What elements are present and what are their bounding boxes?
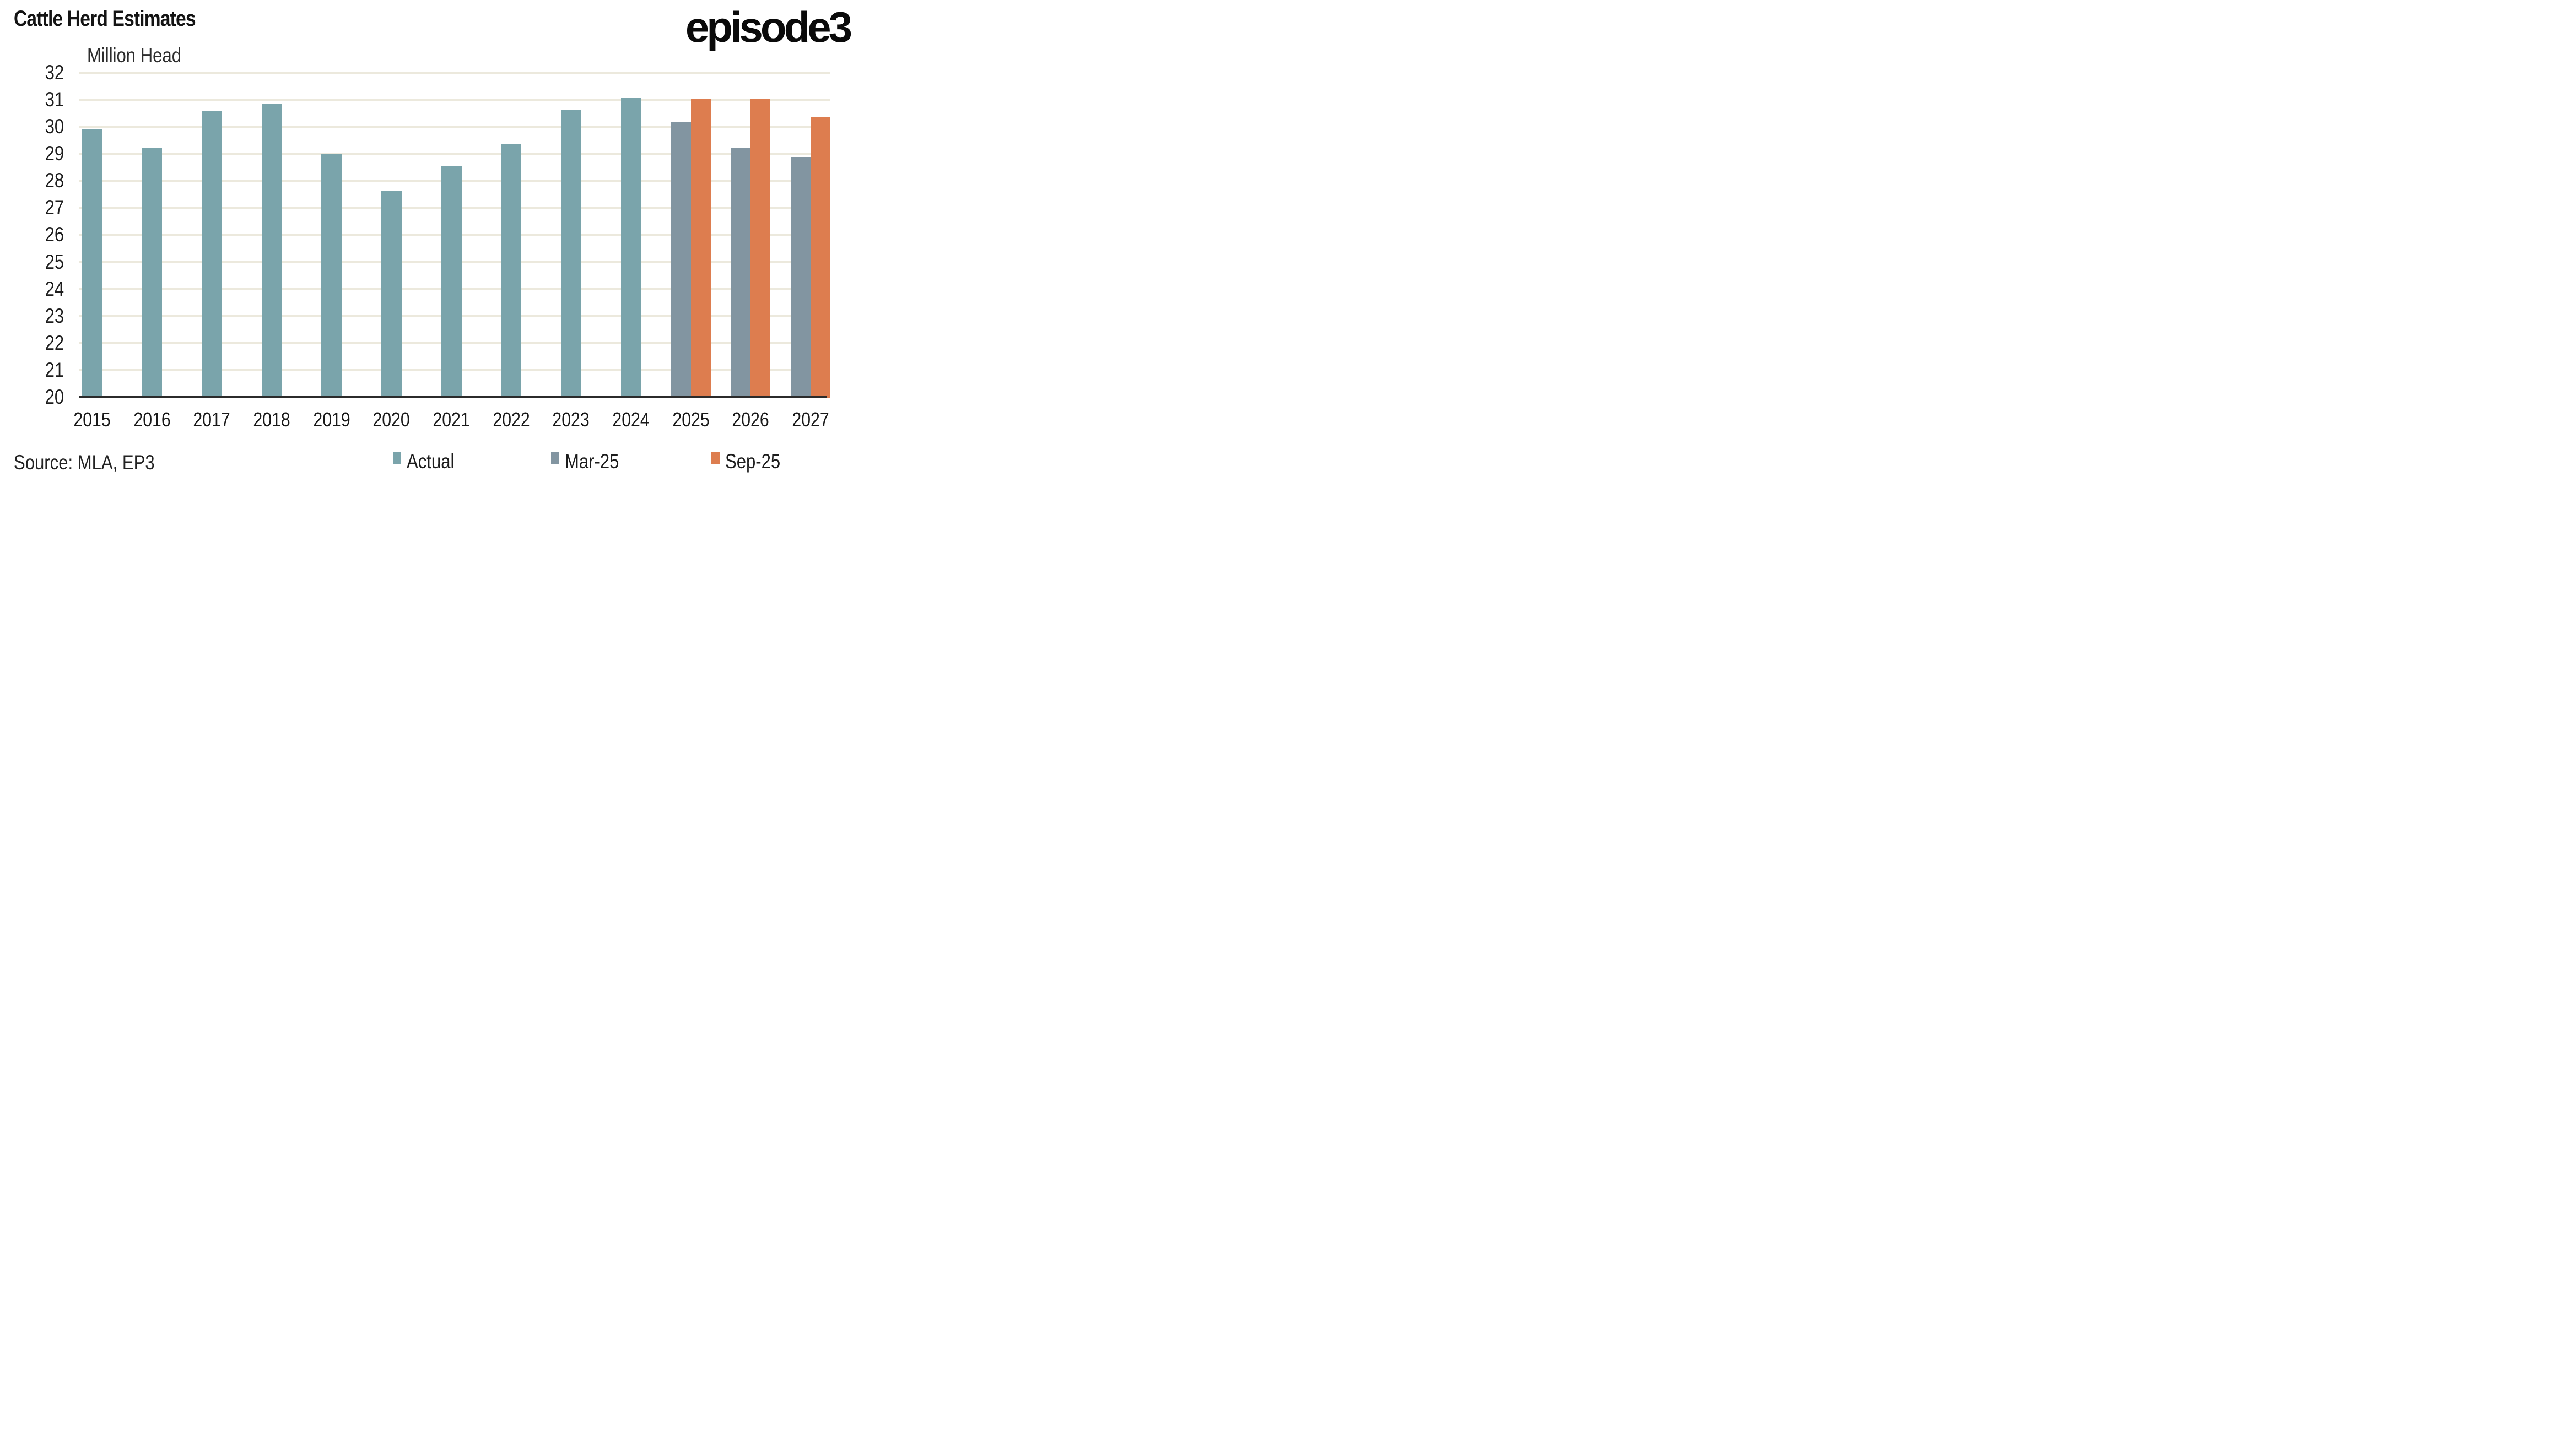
bar-mar25-2026 xyxy=(731,148,751,398)
y-tick-label-27: 27 xyxy=(45,196,64,219)
bar-actual-2015 xyxy=(82,128,102,398)
bar-actual-2019 xyxy=(321,154,342,398)
source-note-text: Source: MLA, EP3 xyxy=(14,451,155,474)
y-tick-label-25: 25 xyxy=(45,250,64,273)
gridline-29 xyxy=(79,153,830,155)
bar-sep25-2025 xyxy=(690,99,711,398)
bar-actual-2021 xyxy=(441,166,462,398)
x-tick-label-2024: 2024 xyxy=(612,408,650,431)
bar-actual-2017 xyxy=(201,111,222,398)
x-tick-label-2022: 2022 xyxy=(493,408,530,431)
legend-label-sep-25: Sep-25 xyxy=(725,450,781,473)
legend: Actual Mar-25 Sep-25 xyxy=(0,450,858,475)
y-tick-label-21: 21 xyxy=(45,358,64,381)
bar-actual-2024 xyxy=(620,98,641,398)
gridline-30 xyxy=(79,126,830,128)
y-tick-label-23: 23 xyxy=(45,304,64,327)
x-tick-label-2020: 2020 xyxy=(372,408,410,431)
y-tick-label-24: 24 xyxy=(45,277,64,300)
x-tick-label-2026: 2026 xyxy=(732,408,769,431)
bar-actual-2022 xyxy=(501,143,522,398)
y-tick-label-30: 30 xyxy=(45,115,64,138)
y-tick-label-29: 29 xyxy=(45,142,64,165)
x-tick-label-2018: 2018 xyxy=(253,408,290,431)
x-tick-label-2019: 2019 xyxy=(313,408,350,431)
source-note: Source: MLA, EP3 xyxy=(14,451,181,475)
x-tick-label-2025: 2025 xyxy=(672,408,710,431)
gridline-32 xyxy=(79,72,830,74)
y-axis-title: Million Head xyxy=(87,44,199,67)
gridline-31 xyxy=(79,99,830,101)
y-tick-label-28: 28 xyxy=(45,169,64,192)
bar-mar25-2027 xyxy=(791,157,811,398)
legend-swatch-sep-25 xyxy=(711,452,720,464)
bar-actual-2020 xyxy=(381,191,402,398)
chart-page: Cattle Herd Estimates episode3 Million H… xyxy=(0,0,858,477)
legend-label-mar-25: Mar-25 xyxy=(565,450,619,473)
legend-swatch-actual xyxy=(393,452,401,464)
bar-sep25-2027 xyxy=(811,116,831,398)
y-tick-label-22: 22 xyxy=(45,331,64,354)
y-tick-label-20: 20 xyxy=(45,385,64,408)
y-tick-label-26: 26 xyxy=(45,223,64,246)
bar-mar25-2025 xyxy=(671,122,691,398)
y-axis-title-text: Million Head xyxy=(87,44,182,67)
legend-label-actual: Actual xyxy=(407,450,455,473)
x-axis-line xyxy=(79,396,827,398)
x-tick-label-2016: 2016 xyxy=(133,408,171,431)
bar-sep25-2026 xyxy=(750,99,771,398)
x-tick-label-2023: 2023 xyxy=(552,408,590,431)
plot-area xyxy=(79,0,831,477)
x-tick-label-2021: 2021 xyxy=(433,408,470,431)
chart-title: Cattle Herd Estimates xyxy=(14,7,230,31)
y-tick-label-32: 32 xyxy=(45,61,64,84)
x-tick-label-2015: 2015 xyxy=(73,408,111,431)
bar-actual-2016 xyxy=(142,148,163,398)
episode3-logo: episode3 xyxy=(685,2,852,52)
episode3-logo-text: episode3 xyxy=(685,3,852,51)
x-tick-label-2027: 2027 xyxy=(792,408,829,431)
legend-swatch-mar-25 xyxy=(551,452,559,464)
chart-title-text: Cattle Herd Estimates xyxy=(14,7,196,31)
y-tick-label-31: 31 xyxy=(45,88,64,111)
bar-actual-2023 xyxy=(560,110,581,398)
x-tick-label-2017: 2017 xyxy=(193,408,230,431)
bar-actual-2018 xyxy=(261,104,282,398)
